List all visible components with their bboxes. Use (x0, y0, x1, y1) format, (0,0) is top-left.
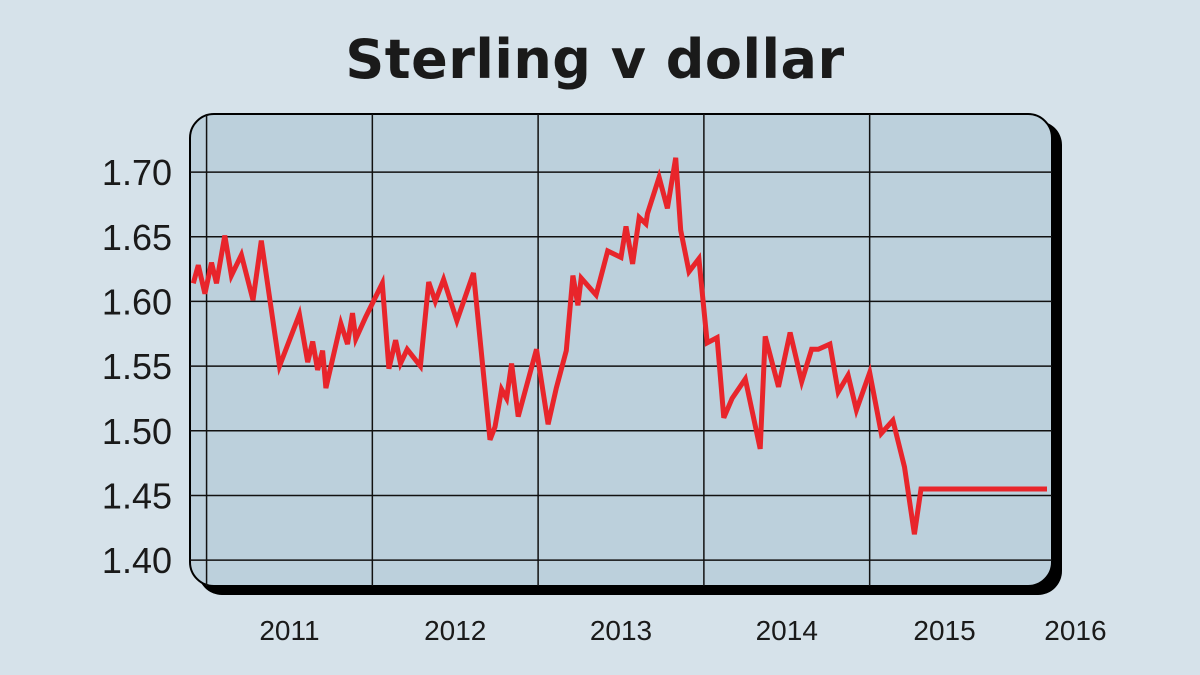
x-tick-label: 2015 (913, 615, 975, 646)
y-tick-label: 1.60 (102, 281, 172, 322)
y-tick-label: 1.45 (102, 475, 172, 516)
x-axis: 2011 2012 2013 2014 2015 2016 (259, 615, 1106, 646)
y-tick-label: 1.70 (102, 152, 172, 193)
y-tick-label: 1.50 (102, 411, 172, 452)
gridlines (190, 114, 1052, 586)
y-tick-label: 1.65 (102, 217, 172, 258)
y-tick-label: 1.55 (102, 346, 172, 387)
x-tick-label: 2011 (259, 615, 319, 646)
chart-title: Sterling v dollar (345, 28, 845, 91)
x-tick-label: 2014 (756, 615, 818, 646)
x-tick-label: 2016 (1044, 615, 1106, 646)
series-line (190, 157, 1047, 535)
y-tick-label: 1.40 (102, 540, 172, 581)
y-axis: 1.70 1.65 1.60 1.55 1.50 1.45 1.40 (102, 152, 172, 581)
x-tick-label: 2012 (424, 615, 486, 646)
x-tick-label: 2013 (590, 615, 652, 646)
plot-panel (189, 113, 1053, 587)
